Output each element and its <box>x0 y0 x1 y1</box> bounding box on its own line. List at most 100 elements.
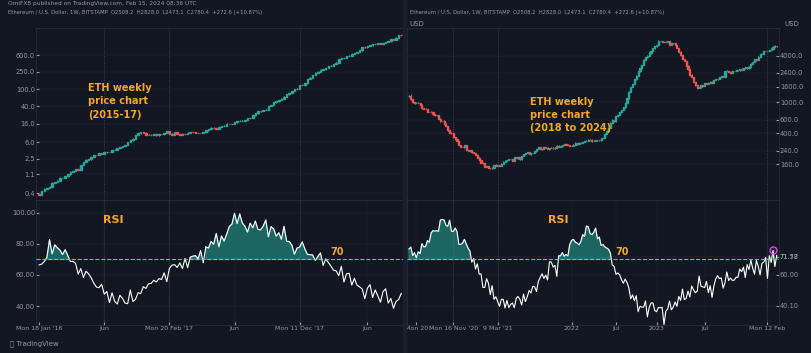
Bar <box>671 43 672 45</box>
Bar <box>260 111 261 112</box>
Text: Ethereum / U.S. Dollar, 1W, BITSTAMP  O2508.2  H2828.0  L2473.1  C2780.4  +272.6: Ethereum / U.S. Dollar, 1W, BITSTAMP O25… <box>8 10 263 15</box>
Bar <box>747 67 748 68</box>
Bar <box>371 44 373 46</box>
Bar <box>634 79 635 84</box>
Bar <box>584 141 585 142</box>
Bar <box>606 131 607 134</box>
Bar <box>501 163 502 166</box>
Bar <box>208 129 209 131</box>
Bar <box>182 133 183 135</box>
Bar <box>647 56 648 57</box>
Text: 🗸 TradingView: 🗸 TradingView <box>10 340 58 347</box>
Bar <box>216 128 217 129</box>
Bar <box>54 182 55 183</box>
Text: ETH weekly
price chart
(2018 to 2024): ETH weekly price chart (2018 to 2024) <box>530 97 611 133</box>
Text: OmiFX8 published on TradingView.com, Feb 15, 2024 08:36 UTC: OmiFX8 published on TradingView.com, Feb… <box>8 1 196 6</box>
Bar <box>475 153 476 155</box>
Bar <box>521 156 522 159</box>
Bar <box>285 94 287 97</box>
Bar <box>325 68 327 70</box>
Bar <box>218 127 220 129</box>
Bar <box>414 102 415 103</box>
Bar <box>70 172 71 174</box>
Bar <box>257 112 259 113</box>
Bar <box>140 132 141 133</box>
Bar <box>304 83 306 85</box>
Bar <box>504 161 505 162</box>
Bar <box>132 139 134 140</box>
Bar <box>643 60 644 65</box>
Bar <box>268 106 269 109</box>
Bar <box>721 76 722 77</box>
Bar <box>624 103 626 107</box>
Bar <box>64 176 66 178</box>
Bar <box>127 142 128 145</box>
Bar <box>730 72 731 73</box>
Bar <box>67 174 69 176</box>
Bar <box>658 41 659 45</box>
Bar <box>506 160 508 161</box>
Bar <box>513 157 515 161</box>
Bar <box>46 188 48 189</box>
Bar <box>299 85 300 89</box>
Bar <box>341 58 342 59</box>
Bar <box>573 144 574 146</box>
Bar <box>458 141 459 145</box>
Bar <box>315 73 316 75</box>
Bar <box>649 53 650 56</box>
Bar <box>449 130 450 133</box>
Bar <box>652 48 654 51</box>
Bar <box>678 48 680 52</box>
Bar <box>354 53 355 54</box>
Bar <box>179 134 181 135</box>
Bar <box>719 77 720 79</box>
Bar <box>80 165 82 169</box>
Bar <box>57 180 58 182</box>
Bar <box>72 170 74 172</box>
Bar <box>466 145 467 150</box>
Bar <box>252 115 254 118</box>
Bar <box>591 140 593 141</box>
Bar <box>137 133 139 135</box>
Bar <box>130 140 131 142</box>
Bar <box>689 70 690 75</box>
Bar <box>320 70 321 72</box>
Bar <box>124 145 126 146</box>
Bar <box>630 87 631 92</box>
Bar <box>519 157 521 159</box>
Bar <box>547 148 548 149</box>
Bar <box>205 131 207 132</box>
Bar <box>741 69 742 70</box>
Bar <box>122 146 123 147</box>
Bar <box>398 35 400 37</box>
Bar <box>356 52 358 53</box>
Bar <box>388 41 389 42</box>
Bar <box>473 152 474 153</box>
Bar <box>98 153 100 155</box>
Bar <box>478 158 480 160</box>
Bar <box>88 159 89 160</box>
Bar <box>639 68 641 72</box>
Bar <box>234 122 235 124</box>
Bar <box>438 115 439 119</box>
Bar <box>693 77 694 82</box>
Bar <box>423 108 424 109</box>
Bar <box>195 132 196 133</box>
Bar <box>143 132 144 133</box>
Bar <box>499 165 500 166</box>
Bar <box>419 103 421 105</box>
Bar <box>569 145 570 146</box>
Bar <box>104 152 105 154</box>
Bar <box>682 55 683 59</box>
Bar <box>236 121 238 122</box>
Bar <box>593 140 594 141</box>
Bar <box>512 159 513 161</box>
Bar <box>637 72 639 76</box>
Bar <box>291 91 293 93</box>
Text: Ethereum / U.S. Dollar, 1W, BITSTAMP  O2508.2  H2828.0  L2473.1  C2780.4  +272.6: Ethereum / U.S. Dollar, 1W, BITSTAMP O25… <box>410 10 664 15</box>
Bar <box>328 66 329 68</box>
Bar <box>345 56 347 58</box>
Bar <box>538 147 539 149</box>
Bar <box>163 133 165 134</box>
Bar <box>488 166 489 168</box>
